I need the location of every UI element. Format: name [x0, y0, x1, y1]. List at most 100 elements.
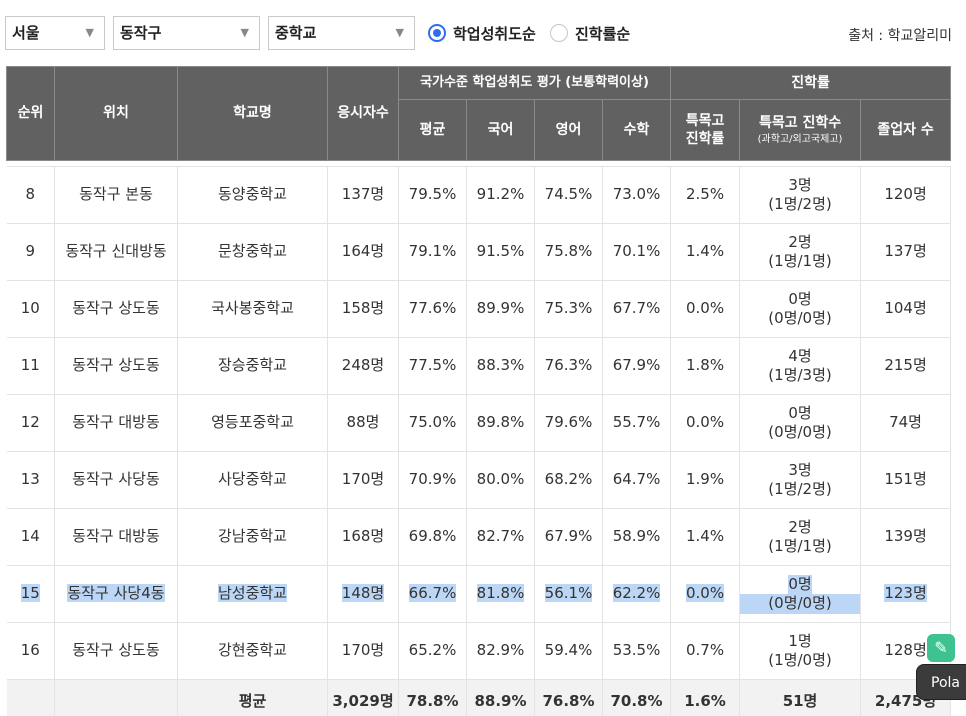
- cell-text: 1.4%: [685, 242, 725, 261]
- region-select-value: 서울: [12, 24, 40, 42]
- pola-tab[interactable]: Pola: [916, 664, 966, 700]
- cell-avg: 70.9%: [398, 451, 467, 509]
- cell-graduates: 74명: [860, 394, 952, 452]
- table-row: 8 동작구 본동 동양중학교 137명 79.5% 91.2% 74.5% 73.0% 2.5%…: [6, 166, 952, 224]
- cell-text: 남성중학교: [217, 584, 287, 603]
- cell-school: 강남중학교: [177, 508, 328, 566]
- cell-text: 11: [20, 356, 40, 375]
- cell-text: 89.8%: [476, 413, 525, 432]
- cell-text: 0.0%: [685, 584, 725, 603]
- school-type-select-value: 중학교: [275, 24, 317, 42]
- cell-english: 67.9%: [534, 508, 603, 566]
- cell-text: 75.3%: [544, 299, 593, 318]
- cell-text: 170명: [341, 641, 385, 660]
- cell-special-count: 2명 (1명/1명): [739, 223, 862, 281]
- cell-text: 137명: [884, 242, 927, 261]
- cell-english: 56.1%: [534, 565, 603, 623]
- cell-text: 158명: [341, 299, 385, 318]
- cell-korean: 81.8%: [466, 565, 535, 623]
- cell-school: 국사봉중학교: [177, 280, 328, 338]
- cell-math: 67.7%: [602, 280, 672, 338]
- cell-english: 59.4%: [534, 622, 603, 680]
- cell-avg: 79.5%: [398, 166, 467, 224]
- cell-korean: 91.5%: [466, 223, 535, 281]
- radio-unselected-icon: [550, 24, 568, 42]
- cell-text: 89.9%: [476, 299, 525, 318]
- special-count-detail: (1명/1명): [768, 252, 832, 270]
- special-count-detail: (1명/3명): [768, 366, 832, 384]
- cell-school: 강현중학교: [177, 622, 328, 680]
- cell-text: 동작구 대방동: [72, 527, 160, 546]
- cell-text: 10: [20, 299, 40, 318]
- table-row: 15 동작구 사당4동 남성중학교 148명 66.7% 81.8% 56.1% 62.2% 0…: [6, 565, 952, 623]
- sort-advancement-radio[interactable]: 진학률순: [550, 22, 630, 44]
- special-count-total: 0명: [788, 289, 812, 308]
- cell-math: 55.7%: [602, 394, 672, 452]
- cell-school: 영등포중학교: [177, 394, 328, 452]
- cell-location: 동작구 사당동: [54, 451, 178, 509]
- header-advancement-group: 진학률: [670, 66, 952, 100]
- cell-text: 1.4%: [685, 527, 725, 546]
- cell-math: 58.9%: [602, 508, 672, 566]
- header-avg: 평균: [398, 99, 467, 161]
- cell-text: 70.9%: [408, 470, 457, 489]
- special-count-detail: (0명/0명): [740, 594, 861, 614]
- header-graduates: 졸업자 수: [860, 99, 952, 161]
- table-row: 9 동작구 신대방동 문창중학교 164명 79.1% 91.5% 75.8% 70.1% 1.…: [6, 223, 952, 281]
- table-body: 8 동작구 본동 동양중학교 137명 79.5% 91.2% 74.5% 73.0% 2.5%…: [6, 160, 952, 680]
- cell-avg: 77.6%: [398, 280, 467, 338]
- cell-graduates: 137명: [860, 223, 952, 281]
- table-spacer: [6, 160, 951, 167]
- district-select[interactable]: 동작구 ▼: [113, 16, 260, 50]
- cell-examinees: 137명: [327, 166, 399, 224]
- cell-text: 58.9%: [612, 527, 661, 546]
- cell-special-count: 0명 (0명/0명): [739, 565, 862, 623]
- cell-special-rate: 1.4%: [670, 508, 741, 566]
- footer-english: 76.8%: [534, 679, 603, 716]
- cell-text: 148명: [341, 584, 385, 603]
- sort-achievement-radio[interactable]: 학업성취도순: [428, 22, 536, 44]
- cell-text: 동작구 사당동: [72, 470, 160, 489]
- cell-examinees: 170명: [327, 622, 399, 680]
- sort-advancement-label: 진학률순: [575, 24, 631, 43]
- special-count-detail: (1명/2명): [768, 195, 832, 213]
- cell-text: 2.5%: [685, 185, 725, 204]
- cell-special-count: 3명 (1명/2명): [739, 451, 862, 509]
- cell-text: 73.0%: [612, 185, 661, 204]
- cell-text: 88.3%: [476, 356, 525, 375]
- cell-text: 0.0%: [685, 413, 725, 432]
- cell-text: 123명: [884, 584, 927, 603]
- cell-text: 170명: [341, 470, 385, 489]
- header-math: 수학: [601, 99, 672, 161]
- cell-special-count: 0명 (0명/0명): [739, 394, 862, 452]
- region-select[interactable]: 서울 ▼: [5, 16, 105, 50]
- cell-math: 64.7%: [602, 451, 672, 509]
- cell-text: 215명: [884, 356, 927, 375]
- cell-text: 79.1%: [408, 242, 457, 261]
- header-graduates-label: 졸업자 수: [877, 121, 934, 138]
- cell-text: 1.9%: [685, 470, 725, 489]
- cell-text: 77.5%: [408, 356, 457, 375]
- chat-bubble-icon[interactable]: ✎: [927, 634, 955, 662]
- special-count-total: 2명: [788, 232, 812, 251]
- school-type-select[interactable]: 중학교 ▼: [268, 16, 415, 50]
- cell-avg: 66.7%: [398, 565, 467, 623]
- cell-rank: 12: [6, 394, 55, 452]
- special-count-detail: (1명/2명): [768, 480, 832, 498]
- cell-text: 강남중학교: [217, 527, 287, 546]
- cell-text: 120명: [884, 185, 927, 204]
- cell-graduates: 139명: [860, 508, 952, 566]
- cell-special-rate: 1.9%: [670, 451, 741, 509]
- cell-graduates: 123명: [860, 565, 952, 623]
- cell-text: 76.3%: [544, 356, 593, 375]
- cell-text: 164명: [341, 242, 385, 261]
- cell-avg: 77.5%: [398, 337, 467, 395]
- cell-text: 13: [20, 470, 40, 489]
- cell-graduates: 104명: [860, 280, 952, 338]
- cell-math: 62.2%: [602, 565, 672, 623]
- header-special-count-sub: (과학고/외고국제고): [757, 133, 843, 145]
- cell-text: 동작구 대방동: [72, 413, 160, 432]
- cell-examinees: 148명: [327, 565, 399, 623]
- cell-special-rate: 0.0%: [670, 280, 741, 338]
- header-rank: 순위: [6, 66, 55, 161]
